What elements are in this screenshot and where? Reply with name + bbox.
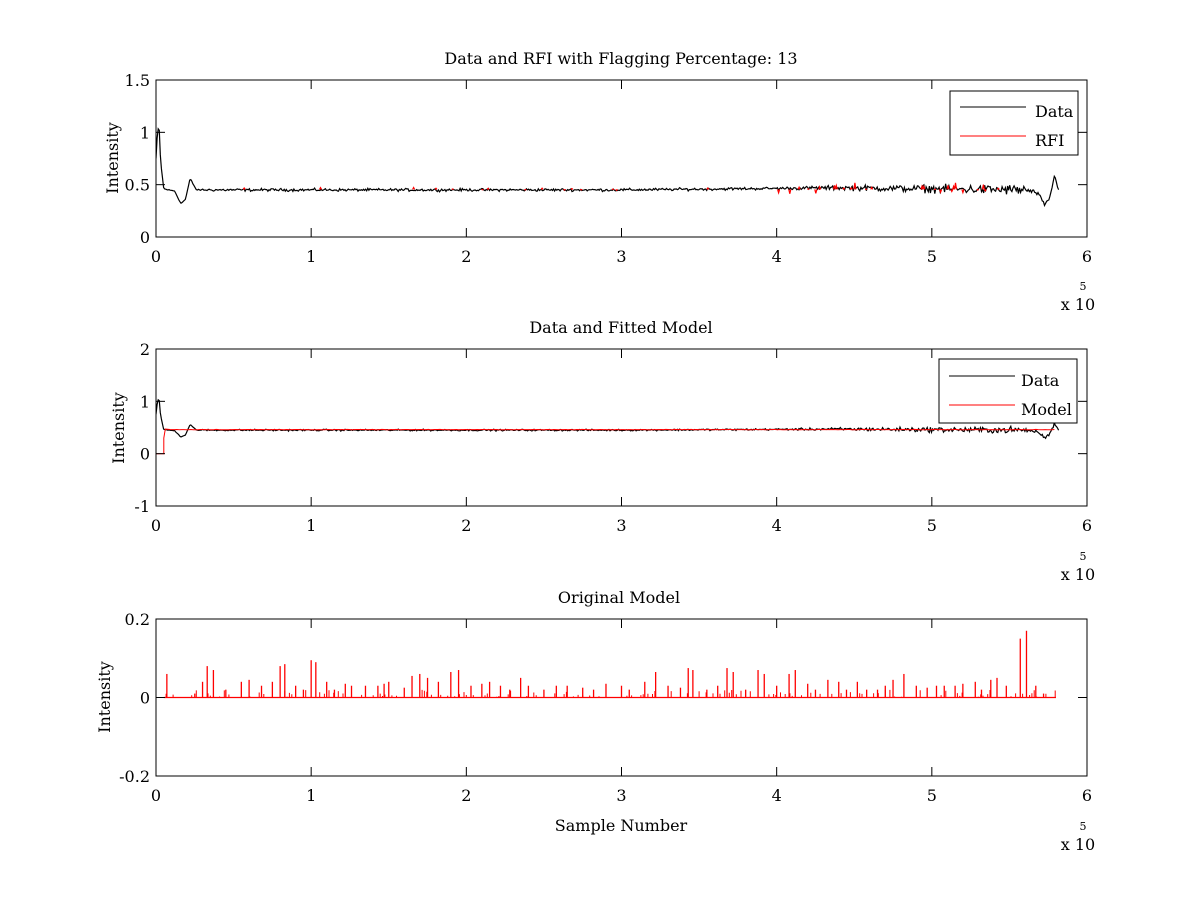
x-exponent-label: x 10 bbox=[1061, 295, 1095, 314]
series-group bbox=[156, 398, 1060, 455]
x-tick-label: 4 bbox=[772, 516, 782, 535]
x-exponent-value: 5 bbox=[1080, 550, 1087, 563]
subplot-data-and-rfi: Data and RFI with Flagging Percentage: 1… bbox=[103, 49, 1095, 314]
y-tick-label: 0 bbox=[140, 445, 150, 464]
x-tick-label: 5 bbox=[927, 516, 937, 535]
y-tick-label: 0.2 bbox=[125, 610, 150, 629]
x-tick-label: 6 bbox=[1082, 786, 1092, 805]
x-tick-label: 5 bbox=[927, 786, 937, 805]
y-tick-label: -1 bbox=[134, 497, 150, 516]
x-tick-label: 2 bbox=[461, 247, 471, 266]
x-tick-label: 1 bbox=[306, 786, 316, 805]
x-tick-label: 3 bbox=[616, 786, 626, 805]
series-model bbox=[156, 428, 1055, 455]
plot-area bbox=[156, 398, 1060, 455]
y-axis-label: Intensity bbox=[103, 122, 122, 194]
x-tick-label: 0 bbox=[151, 516, 161, 535]
legend: Data RFI bbox=[949, 90, 1079, 156]
series-rfi bbox=[242, 182, 1000, 195]
legend-box bbox=[938, 358, 1078, 424]
x-exponent-label: x 10 bbox=[1061, 835, 1095, 854]
y-tick-label: -0.2 bbox=[119, 767, 150, 786]
series-group bbox=[163, 630, 1056, 699]
y-axis-label: Intensity bbox=[95, 661, 114, 733]
y-tick-label: 1.5 bbox=[125, 71, 150, 90]
legend: Data Model bbox=[938, 358, 1078, 424]
y-tick-label: 0.5 bbox=[125, 176, 150, 195]
subplot-original-model: Original Model 0 1 2 3 4 5 6-0.200.2 Intensity… bbox=[95, 588, 1095, 854]
x-tick-label: 5 bbox=[927, 247, 937, 266]
x-tick-label: 0 bbox=[151, 786, 161, 805]
y-tick-label: 1 bbox=[140, 392, 150, 411]
x-tick-label: 4 bbox=[772, 786, 782, 805]
chart-title: Data and RFI with Flagging Percentage: 1… bbox=[444, 49, 797, 68]
ticks: 0 1 2 3 4 5 6-0.200.2 bbox=[119, 610, 1092, 805]
legend-entry-data: Data bbox=[1021, 371, 1060, 390]
x-axis-label: Sample Number bbox=[555, 816, 688, 835]
y-tick-label: 1 bbox=[140, 123, 150, 142]
x-tick-label: 0 bbox=[151, 247, 161, 266]
model-small-spikes bbox=[165, 689, 1056, 698]
y-tick-label: 2 bbox=[140, 340, 150, 359]
x-exponent-value: 5 bbox=[1080, 820, 1087, 833]
x-exponent-value: 5 bbox=[1080, 280, 1087, 293]
plot-area bbox=[163, 630, 1056, 699]
x-tick-label: 2 bbox=[461, 786, 471, 805]
legend-entry-rfi: RFI bbox=[1035, 131, 1064, 150]
y-tick-label: 0 bbox=[140, 689, 150, 708]
series-group bbox=[156, 127, 1060, 208]
y-axis-label: Intensity bbox=[109, 392, 128, 464]
x-tick-label: 3 bbox=[616, 516, 626, 535]
x-tick-label: 4 bbox=[772, 247, 782, 266]
chart-title: Data and Fitted Model bbox=[529, 318, 712, 337]
series-data bbox=[156, 127, 1060, 208]
chart-title: Original Model bbox=[558, 588, 680, 607]
x-tick-label: 1 bbox=[306, 516, 316, 535]
x-tick-label: 2 bbox=[461, 516, 471, 535]
ticks: 0 1 2 3 4 5 6 0 0.5 1 1.5 bbox=[125, 71, 1093, 266]
x-tick-label: 1 bbox=[306, 247, 316, 266]
x-tick-label: 3 bbox=[616, 247, 626, 266]
plot-area bbox=[156, 127, 1060, 208]
y-tick-label: 0 bbox=[140, 228, 150, 247]
x-tick-label: 6 bbox=[1082, 247, 1092, 266]
legend-entry-model: Model bbox=[1021, 400, 1072, 419]
x-exponent-label: x 10 bbox=[1061, 565, 1095, 584]
x-tick-label: 6 bbox=[1082, 516, 1092, 535]
legend-box bbox=[949, 90, 1079, 156]
legend-entry-data: Data bbox=[1035, 102, 1074, 121]
